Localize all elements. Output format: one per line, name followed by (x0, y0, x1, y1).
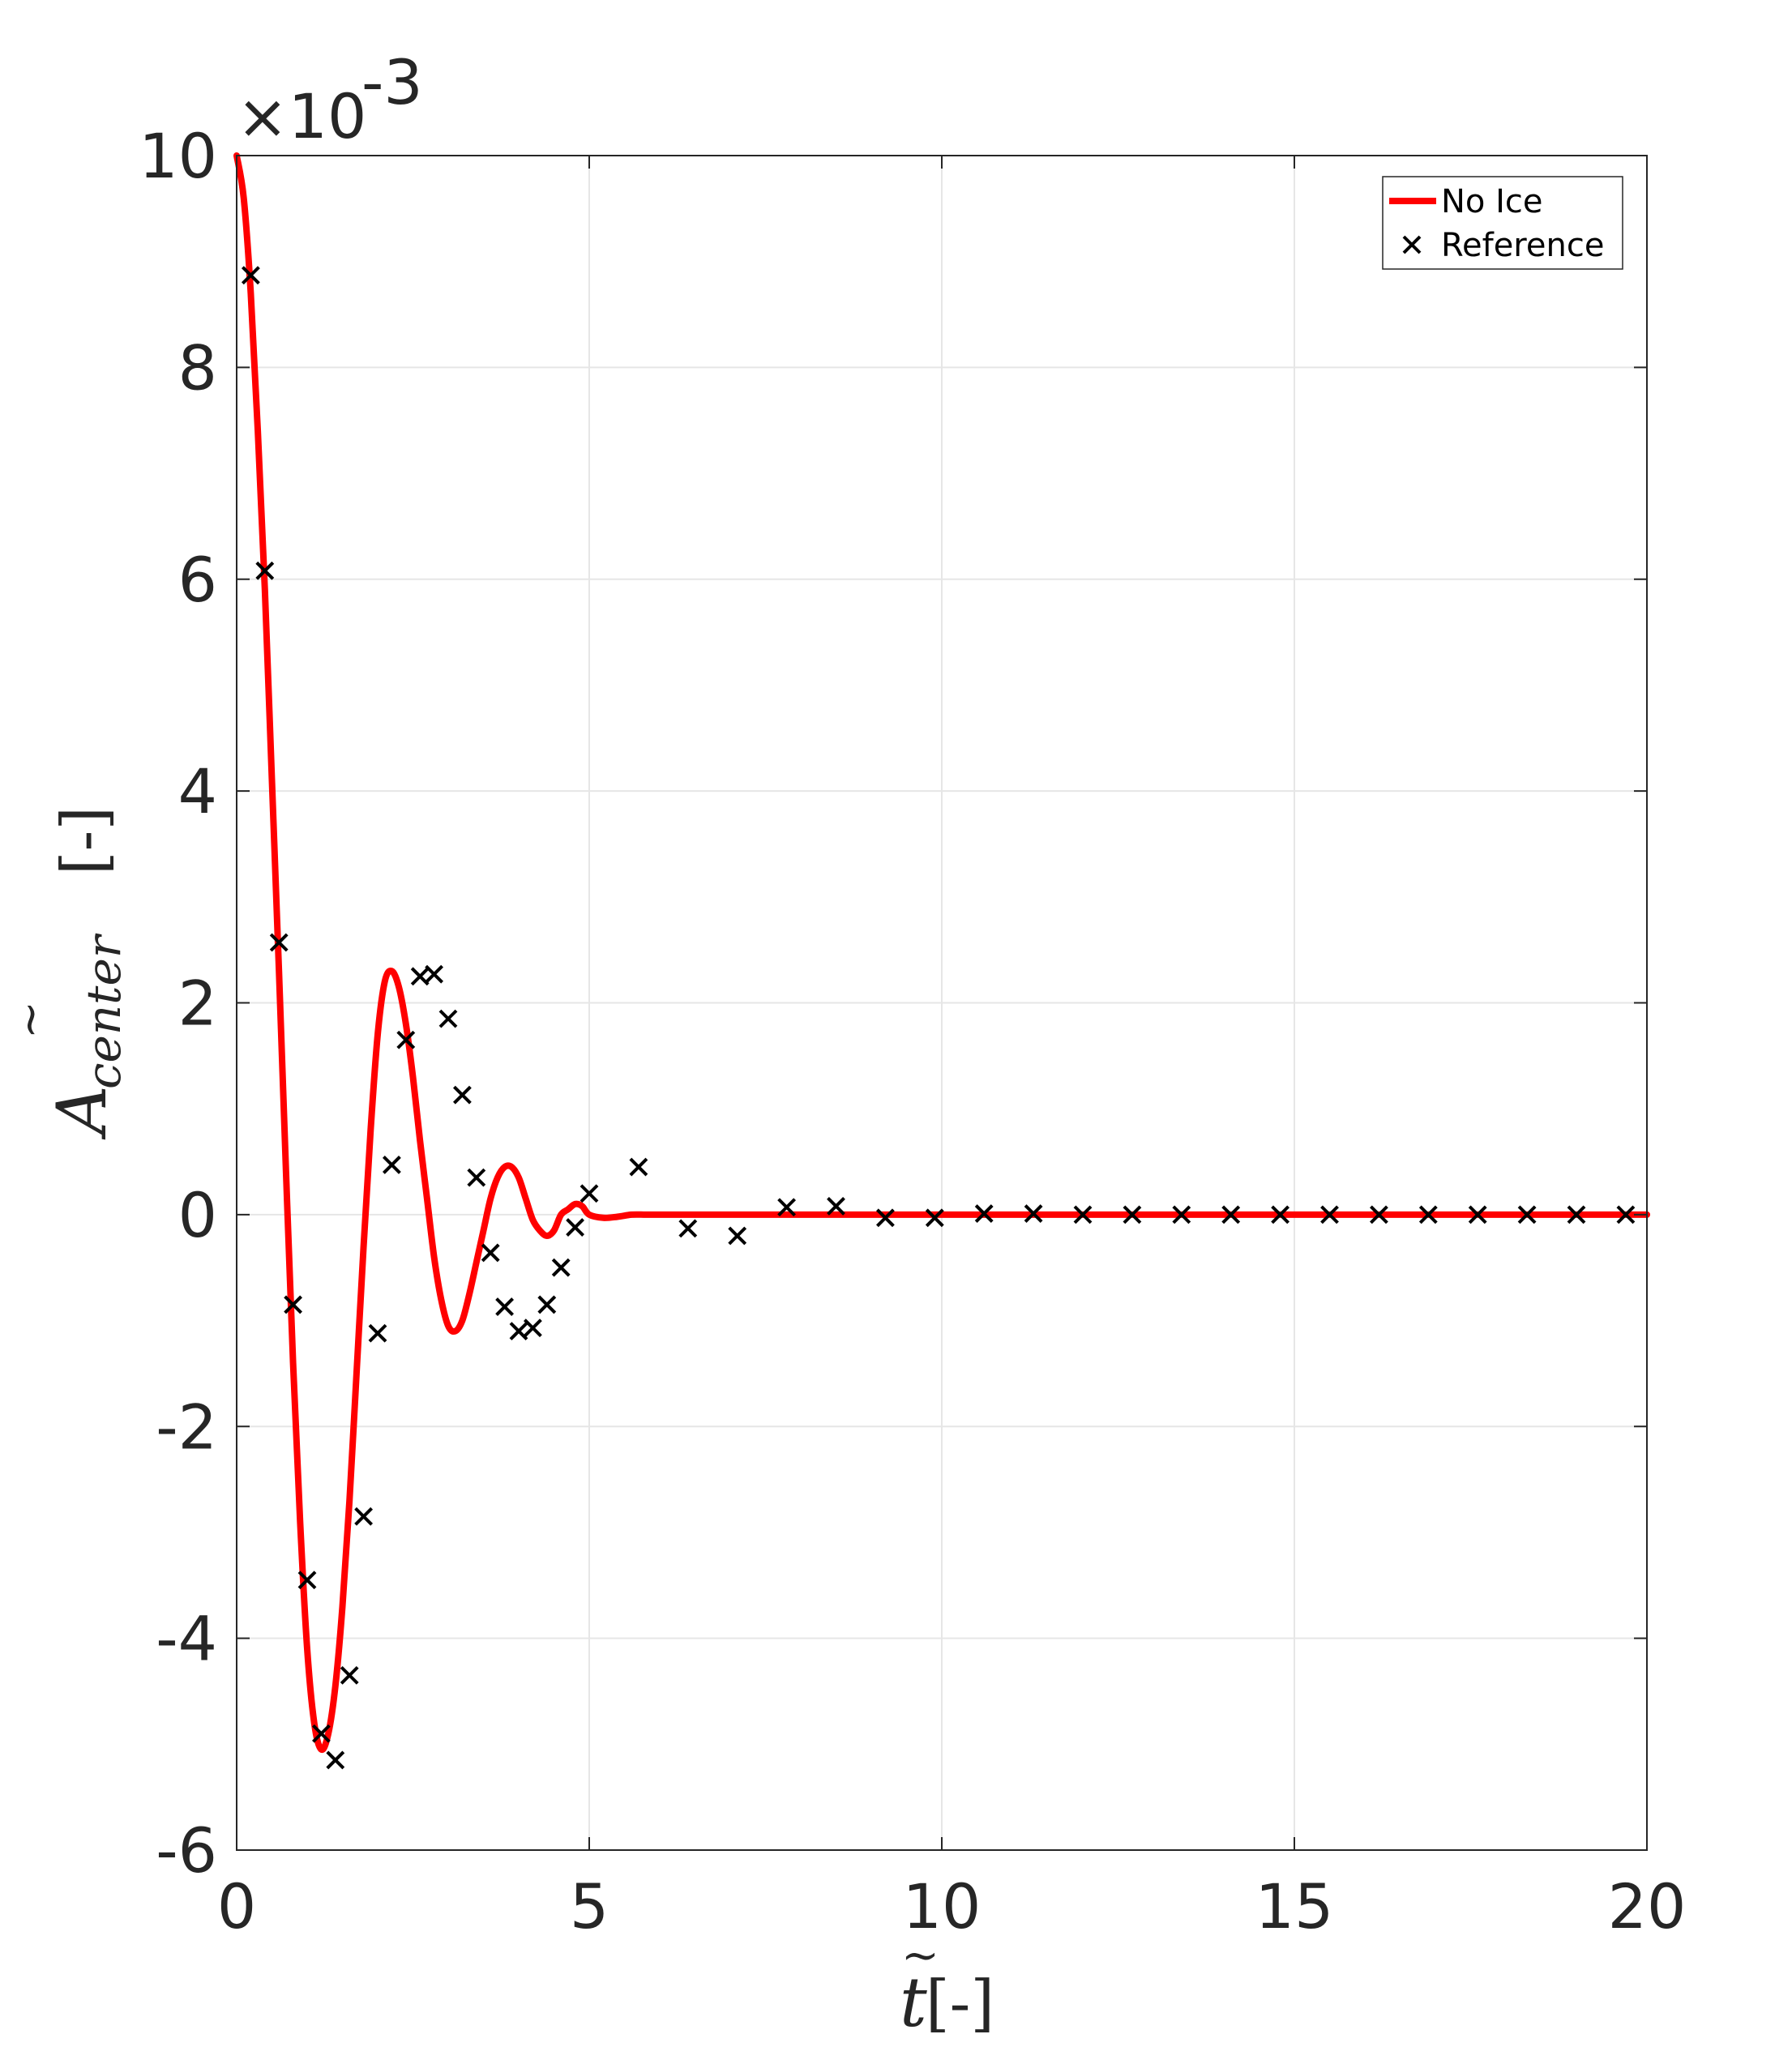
reference-marker (340, 1665, 359, 1685)
series-line-no-ice (233, 152, 1650, 1754)
reference-marker (875, 1208, 895, 1228)
x-tick-label: 0 (217, 1870, 256, 1942)
y-tick-label: 6 (178, 544, 217, 616)
reference-marker (354, 1506, 374, 1526)
y-axis-label: A ~ center [-] (4, 806, 131, 1140)
reference-marker (438, 1009, 458, 1028)
exponent-label: ×10 -3 (237, 46, 423, 152)
x-axis-accent: ~ (901, 1929, 939, 1982)
reference-marker (827, 1197, 845, 1216)
y-tick-label: 2 (178, 968, 217, 1040)
legend-reference-marker (1402, 235, 1422, 254)
y-tick-label: -2 (156, 1391, 217, 1463)
y-tick-label: -4 (156, 1603, 217, 1675)
reference-marker (297, 1571, 317, 1590)
reference-marker (368, 1323, 387, 1343)
y-tick-label: 0 (178, 1179, 217, 1251)
x-axis-symbol: t (900, 1963, 927, 2042)
reference-marker (1221, 1205, 1241, 1224)
reference-marker (269, 933, 289, 952)
reference-marker (678, 1219, 698, 1238)
reference-marker (566, 1218, 585, 1237)
reference-marker (495, 1297, 515, 1316)
reference-marker (382, 1156, 401, 1174)
reference-marker (1172, 1205, 1191, 1224)
x-axis-unit: [-] (926, 1967, 994, 2039)
x-tick-label: 5 (570, 1870, 609, 1942)
reference-marker (452, 1085, 472, 1105)
exponent-prefix: ×10 (237, 80, 366, 152)
ticks (236, 155, 1648, 1851)
reference-marker (326, 1750, 345, 1770)
reference-marker (1616, 1205, 1636, 1224)
legend-reference-label: Reference (1441, 227, 1604, 264)
y-tick-label: 10 (139, 120, 217, 192)
x-tick-label: 20 (1608, 1870, 1687, 1942)
legend: No Ice Reference (1382, 176, 1623, 270)
exponent-power: -3 (361, 46, 423, 118)
reference-marker (241, 266, 260, 285)
reference-marker (311, 1724, 331, 1743)
reference-marker (396, 1030, 416, 1049)
reference-marker (629, 1157, 648, 1177)
y-tick-label: 4 (178, 755, 217, 827)
reference-marker (1073, 1205, 1093, 1224)
reference-marker (1123, 1205, 1142, 1224)
plot-area (233, 152, 1650, 1851)
x-tick-label: 10 (903, 1870, 982, 1942)
reference-marker (1271, 1205, 1290, 1224)
x-axis-label: t ~ [-] (900, 1929, 994, 2042)
reference-marker (1320, 1205, 1339, 1224)
reference-marker (523, 1318, 542, 1338)
reference-marker (284, 1295, 303, 1314)
reference-marker (1418, 1205, 1438, 1224)
y-tick-label: -6 (156, 1814, 217, 1887)
y-axis-unit: [-] (48, 806, 120, 875)
reference-marker (728, 1226, 747, 1246)
reference-marker (974, 1204, 994, 1223)
legend-no-ice-label: No Ice (1441, 183, 1543, 220)
reference-marker (1024, 1204, 1043, 1223)
legend-box (1382, 176, 1623, 270)
reference-marker (255, 561, 275, 580)
tick-labels: 0 5 10 15 20 -6 -4 -2 0 2 4 6 8 10 (139, 120, 1686, 1942)
reference-marker (467, 1168, 486, 1187)
reference-marker (1369, 1205, 1388, 1224)
reference-marker (1468, 1205, 1487, 1224)
y-axis-symbol: A (42, 1085, 122, 1140)
y-axis-accent: ~ (4, 1001, 57, 1039)
reference-marker (537, 1295, 557, 1314)
reference-marker (1567, 1205, 1586, 1224)
reference-marker (425, 964, 444, 984)
reference-marker (777, 1198, 797, 1217)
reference-marker (1517, 1205, 1537, 1224)
y-tick-label: 8 (178, 331, 217, 404)
reference-marker (481, 1243, 500, 1263)
reference-marker (580, 1184, 599, 1203)
y-axis-subscript: center (76, 933, 131, 1089)
reference-marker (925, 1208, 944, 1228)
reference-marker (551, 1258, 571, 1277)
x-tick-label: 15 (1255, 1870, 1334, 1942)
series-layer (233, 152, 1650, 1770)
reference-marker (509, 1322, 528, 1341)
reference-marker (410, 967, 430, 986)
